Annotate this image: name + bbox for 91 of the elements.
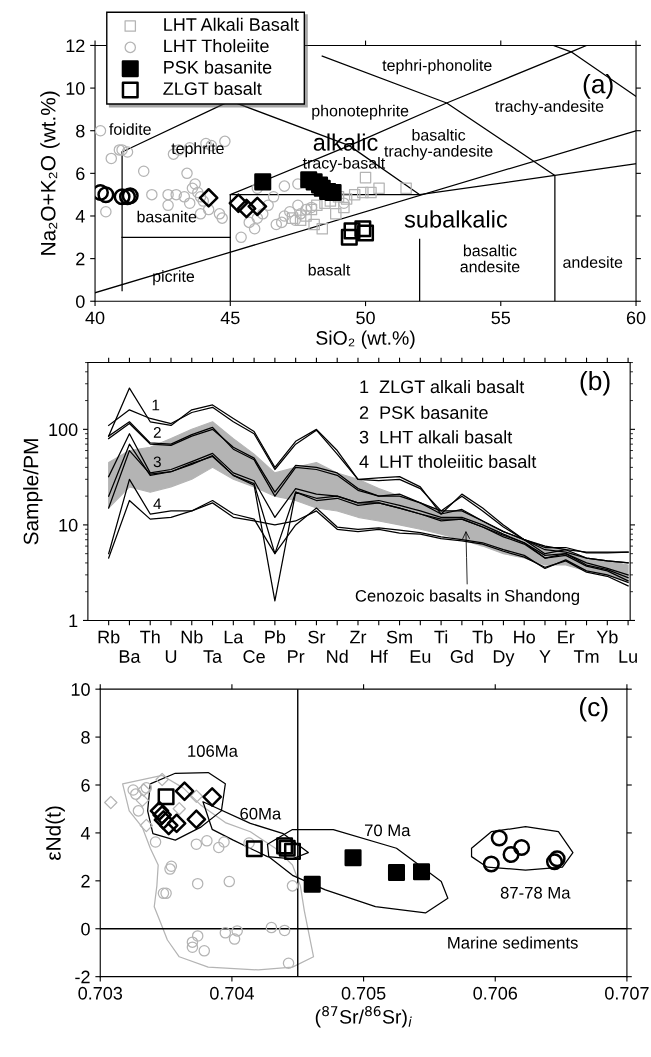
x-tick-label: Ba: [119, 650, 141, 663]
x-tick-label: 0.703: [78, 986, 123, 1000]
x-tick-label: Er: [558, 630, 575, 644]
x-tick-label: Sm: [386, 630, 412, 644]
y-tick-label: 4: [80, 827, 90, 840]
y-tick-label: 0: [81, 922, 90, 936]
annotation: 4 LHT tholeiitic basalt: [359, 454, 537, 468]
y-tick-label: 2: [81, 874, 90, 888]
x-tick-label: Lu: [619, 650, 637, 663]
x-axis-title: SiO₂ (wt.%): [316, 330, 415, 349]
y-tick-label: 10: [71, 683, 90, 696]
x-tick-label: Pb: [265, 630, 286, 644]
annotation: (b): [580, 370, 610, 396]
annotation: 3 LHT alkali basalt: [359, 430, 513, 444]
y-tick-label: -2: [75, 970, 90, 984]
y-tick-label: 10: [66, 82, 85, 95]
annotation: phonotephrite: [312, 104, 409, 120]
y-axis-title: εNd(t): [45, 806, 65, 860]
annotation: 3: [153, 456, 161, 468]
y-tick-label: 0: [75, 295, 85, 308]
x-tick-label: Ta: [203, 650, 223, 663]
annotation: basaltic andesite: [460, 244, 520, 273]
x-tick-label: U: [165, 650, 177, 663]
y-axis-title: Na₂O+K₂O (wt.%): [40, 91, 60, 255]
x-tick-label: Tb: [472, 630, 493, 644]
x-tick-label: 0.705: [341, 986, 386, 1000]
annotation: trachy-andesite: [495, 100, 604, 116]
annotation: 1: [152, 399, 160, 411]
annotation: andesite: [563, 256, 623, 268]
annotation: (a): [583, 74, 613, 99]
x-tick-label: Y: [539, 650, 551, 663]
annotation: tephrite: [171, 142, 224, 158]
annotation: basalt: [308, 263, 351, 276]
x-tick-label: 0.706: [473, 986, 518, 1000]
x-tick-label: 45: [220, 311, 240, 325]
legend-label: LHT Tholeiite: [164, 39, 269, 53]
x-tick-label: Ho: [514, 630, 535, 644]
y-tick-label: 1: [69, 614, 78, 627]
annotation: 1 ZLGT alkali basalt: [360, 379, 525, 394]
annotation: (c): [579, 696, 608, 722]
annotation: 2 PSK basanite: [359, 405, 488, 419]
y-tick-label: 10: [59, 518, 78, 532]
x-tick-label: Zr: [350, 630, 367, 644]
annotation: 2: [153, 427, 161, 438]
x-tick-label: Yb: [596, 630, 618, 644]
annotation: tephri-phonolite: [382, 59, 492, 75]
x-tick-label: Ce: [243, 650, 265, 663]
y-tick-label: 100: [49, 423, 78, 437]
annotation: basanite: [137, 210, 197, 223]
y-tick-label: 6: [76, 167, 85, 181]
x-tick-label: Tm: [573, 650, 599, 663]
annotation: 4: [153, 498, 162, 510]
annotation: subalkalic: [404, 210, 508, 228]
y-tick-label: 6: [81, 778, 90, 792]
x-tick-label: Eu: [410, 650, 431, 663]
y-axis-title: Sample/PM: [23, 439, 43, 545]
y-tick-label: 8: [76, 124, 85, 138]
annotation: foidite: [109, 123, 151, 135]
x-tick-label: 55: [491, 311, 511, 325]
x-tick-label: 40: [85, 311, 105, 325]
x-axis-title: ($^{87}$Sr/$^{86}$Sr)$_{i}$: [315, 1006, 412, 1028]
x-tick-label: 0.707: [605, 986, 649, 1000]
annotation: basaltic trachy-andesite: [384, 128, 493, 160]
x-tick-label: Sr: [308, 630, 326, 644]
x-tick-label: Nb: [181, 630, 203, 644]
legend-label: LHT Alkali Basalt: [164, 17, 299, 31]
x-tick-label: Rb: [98, 630, 120, 644]
annotation: 106Ma: [188, 745, 238, 757]
annotation: picrite: [153, 270, 195, 286]
y-tick-label: 2: [76, 252, 85, 266]
y-tick-label: 12: [66, 39, 85, 52]
x-tick-label: Th: [140, 630, 160, 644]
x-tick-label: Ti: [434, 630, 448, 644]
x-tick-label: La: [224, 630, 244, 644]
x-tick-label: Hf: [371, 649, 388, 663]
x-tick-label: Gd: [450, 649, 473, 663]
y-tick-label: 4: [75, 210, 85, 223]
annotation: 87-78 Ma: [500, 886, 571, 899]
x-tick-label: Nd: [327, 649, 348, 663]
x-tick-label: 0.704: [210, 986, 254, 1000]
y-tick-label: 8: [81, 731, 90, 744]
legend-label: ZLGT basalt: [163, 81, 262, 95]
annotation: 60Ma: [240, 807, 282, 820]
x-tick-label: 60: [626, 311, 646, 325]
legend-label: PSK basanite: [164, 60, 272, 74]
annotation: 70 Ma: [364, 824, 411, 837]
annotation: Marine sediments: [448, 936, 578, 949]
x-tick-label: Dy: [493, 650, 515, 667]
annotation: Cenozoic basalts in Shandong: [355, 589, 579, 606]
x-tick-label: 50: [356, 311, 375, 325]
x-tick-label: Pr: [288, 650, 305, 663]
